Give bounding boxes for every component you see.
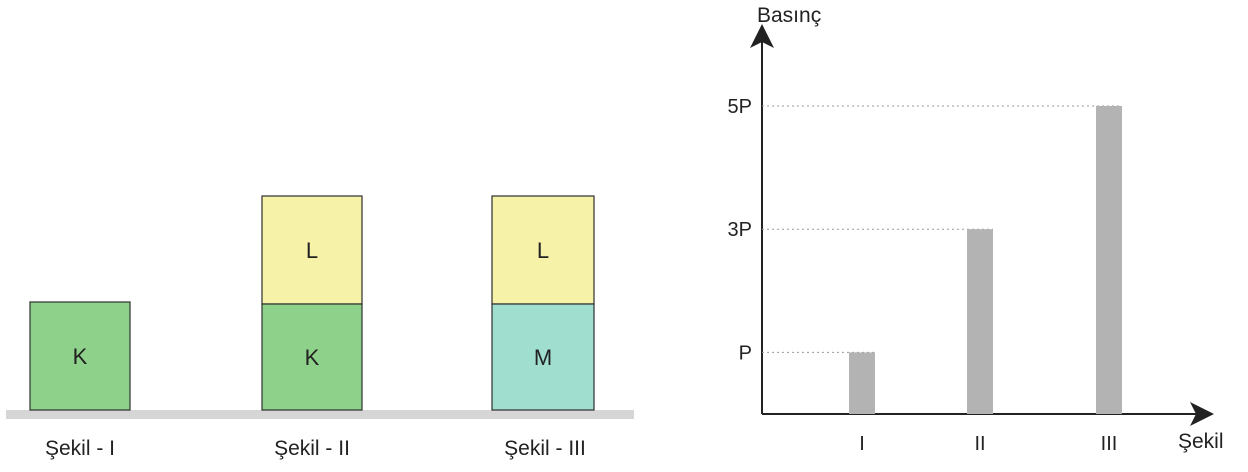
x-tick-label: I — [859, 433, 865, 455]
block-m-label: M — [534, 345, 552, 370]
block-l-label: L — [306, 238, 318, 263]
block-figures: K Şekil - I L K Şekil - II L M Şekil - I… — [6, 196, 634, 460]
y-tick-labels: P 3P 5P — [728, 96, 752, 364]
block-k-label: K — [305, 345, 320, 370]
figure-1-label: Şekil - I — [45, 437, 115, 460]
figure-2: L K Şekil - II — [262, 196, 362, 460]
bar-III — [1096, 106, 1122, 414]
figure-2-label: Şekil - II — [274, 437, 350, 460]
bars — [849, 106, 1122, 414]
x-axis-title: Şekil — [1178, 430, 1224, 453]
block-l-label: L — [537, 238, 549, 263]
ground-surface — [6, 410, 634, 419]
block-k-label: K — [73, 344, 88, 369]
x-tick-label: III — [1101, 433, 1118, 455]
y-tick-label: 3P — [728, 219, 752, 241]
y-axis-title: Basınç — [757, 4, 821, 27]
figure-3: L M Şekil - III — [492, 196, 594, 460]
x-tick-labels: I II III — [859, 433, 1117, 455]
figure-1: K Şekil - I — [30, 302, 130, 460]
bar-I — [849, 352, 875, 414]
guide-lines — [762, 106, 1122, 352]
figure-3-label: Şekil - III — [504, 437, 586, 460]
x-tick-label: II — [974, 433, 985, 455]
y-tick-label: P — [739, 342, 752, 364]
y-tick-label: 5P — [728, 96, 752, 118]
bar-II — [967, 229, 993, 414]
